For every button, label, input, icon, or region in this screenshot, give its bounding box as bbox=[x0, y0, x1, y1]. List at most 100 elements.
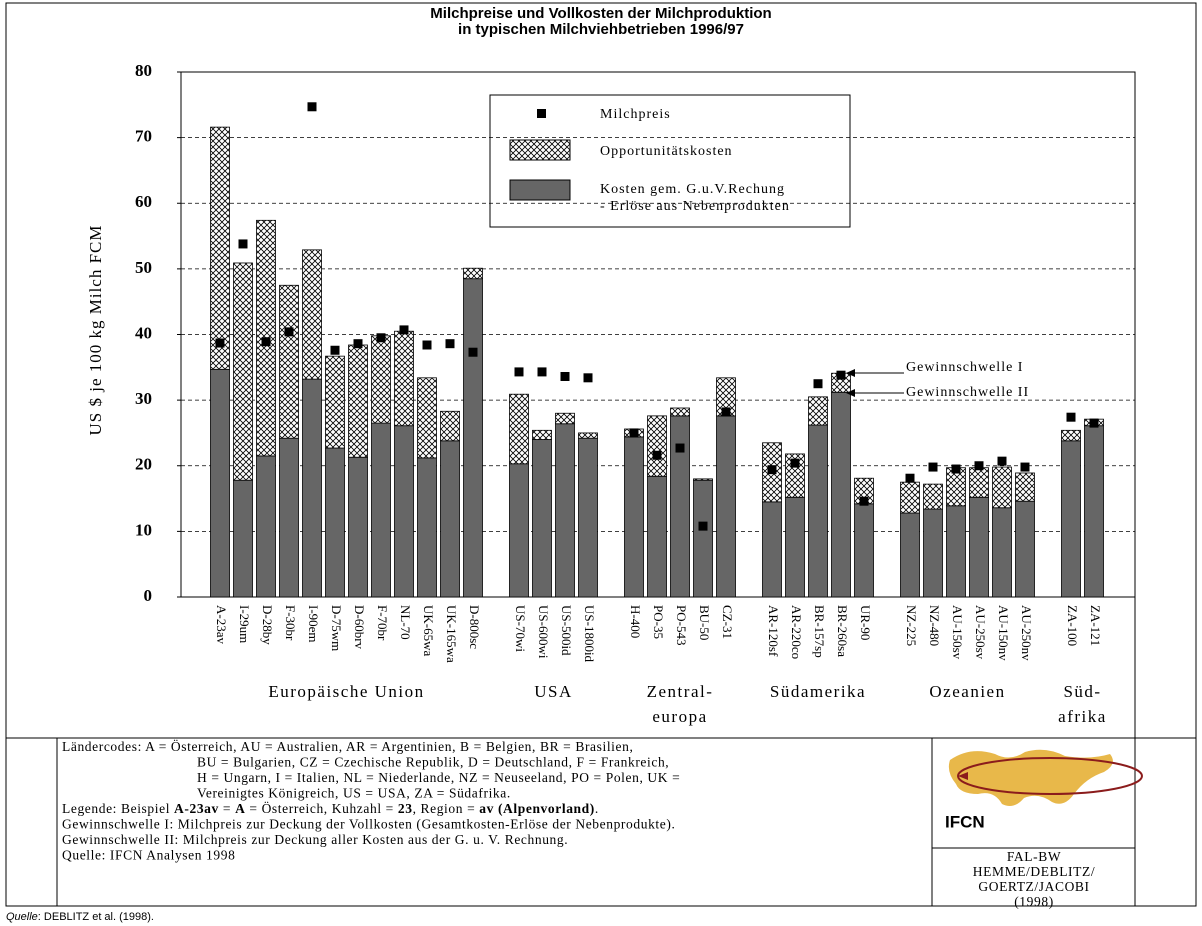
x-tick-label: US-70wi bbox=[513, 605, 528, 652]
group-label: Ozeanien bbox=[929, 682, 1005, 701]
hatch-segment bbox=[302, 249, 322, 380]
arrow-head bbox=[846, 389, 855, 397]
x-tick-label: AU-250nv bbox=[1019, 605, 1034, 661]
price-marker bbox=[445, 339, 455, 349]
x-tick-label: NZ-225 bbox=[904, 605, 919, 646]
group-label: afrika bbox=[1058, 707, 1107, 726]
price-marker bbox=[422, 340, 432, 350]
x-tick-label: D-800sc bbox=[467, 605, 482, 649]
price-marker bbox=[859, 496, 869, 506]
price-marker bbox=[261, 337, 271, 347]
footer-text-part: av (Alpenvorland) bbox=[479, 801, 595, 816]
hatch-segment bbox=[578, 432, 598, 439]
hatch-segment bbox=[693, 478, 713, 481]
group-label: Europäische Union bbox=[268, 682, 424, 701]
x-tick-label: PO-35 bbox=[651, 605, 666, 639]
group-label: europa bbox=[652, 707, 707, 726]
bar-segment bbox=[348, 456, 368, 598]
footer-text-part: A bbox=[235, 801, 245, 816]
arrow-head bbox=[958, 772, 968, 780]
hatch-segment bbox=[463, 267, 483, 280]
legend bbox=[489, 94, 851, 228]
credits: FAL-BW bbox=[1007, 849, 1061, 864]
x-tick-label: F-30br bbox=[283, 605, 298, 641]
y-tick-label: 60 bbox=[135, 192, 152, 211]
x-tick-label: A-23av bbox=[214, 605, 229, 644]
price-marker bbox=[376, 333, 386, 343]
price-marker bbox=[905, 473, 915, 483]
x-tick-label: UR-90 bbox=[858, 605, 873, 640]
x-tick-label: US-500id bbox=[559, 605, 574, 656]
x-tick-label: NL-70 bbox=[398, 605, 413, 640]
price-marker bbox=[1020, 462, 1030, 472]
bar-segment bbox=[624, 436, 644, 598]
price-marker bbox=[1066, 412, 1076, 422]
x-tick-label: AR-220co bbox=[789, 605, 804, 659]
group-label: Südamerika bbox=[770, 682, 866, 701]
bar-segment bbox=[555, 423, 575, 598]
legend-marker bbox=[537, 109, 546, 118]
bar-segment bbox=[325, 447, 345, 598]
credits: (1998) bbox=[1014, 894, 1054, 909]
bar-segment bbox=[578, 437, 598, 598]
bar-segment bbox=[256, 455, 276, 598]
x-tick-label: US-600wi bbox=[536, 605, 551, 659]
footer-text-part: = Österreich, Kuhzahl = bbox=[245, 801, 397, 816]
bar-segment bbox=[1015, 500, 1035, 598]
hatch-segment bbox=[532, 429, 552, 440]
hatch-segment bbox=[325, 355, 345, 449]
bar-segment bbox=[532, 439, 552, 598]
logo: IFCN bbox=[945, 749, 1143, 831]
group-label: Süd- bbox=[1063, 682, 1101, 701]
bar-segment bbox=[371, 422, 391, 598]
source-text: : DEBLITZ et al. (1998). bbox=[38, 911, 154, 923]
hatch-segment bbox=[233, 262, 253, 481]
y-tick-label: 0 bbox=[144, 586, 153, 605]
x-tick-label: F-70br bbox=[375, 605, 390, 641]
price-marker bbox=[629, 428, 639, 438]
bar-segment bbox=[854, 503, 874, 598]
footer-text: Ländercodes: A = Österreich, AU = Austra… bbox=[62, 739, 633, 754]
x-tick-label: AU-150nv bbox=[996, 605, 1011, 661]
y-tick-label: 20 bbox=[135, 455, 152, 474]
price-marker bbox=[928, 462, 938, 472]
price-marker bbox=[836, 370, 846, 380]
x-tick-label: D-75wm bbox=[329, 605, 344, 651]
bar-segment bbox=[808, 424, 828, 598]
y-tick-label: 50 bbox=[135, 258, 152, 277]
price-marker bbox=[537, 367, 547, 377]
price-marker bbox=[675, 443, 685, 453]
hatch-segment bbox=[969, 467, 989, 498]
y-tick-label: 40 bbox=[135, 323, 152, 342]
group-label: USA bbox=[534, 682, 573, 701]
price-marker bbox=[514, 367, 524, 377]
hatch-segment bbox=[394, 330, 414, 427]
price-marker bbox=[330, 345, 340, 355]
bar-segment bbox=[900, 512, 920, 598]
footer-text-part: 23 bbox=[398, 801, 413, 816]
price-marker bbox=[353, 339, 363, 349]
legend-label: Kosten gem. G.u.V.Rechung bbox=[600, 182, 785, 197]
price-marker bbox=[238, 239, 248, 249]
price-marker bbox=[468, 347, 478, 357]
bar-segment bbox=[992, 507, 1012, 598]
bar-segment bbox=[969, 496, 989, 598]
bar-segment bbox=[417, 457, 437, 598]
bar-segment bbox=[762, 501, 782, 598]
bar-segment bbox=[463, 278, 483, 598]
price-marker bbox=[997, 456, 1007, 466]
y-tick-label: 70 bbox=[135, 127, 152, 146]
credits: HEMME/DEBLITZ/ bbox=[973, 864, 1095, 879]
price-marker bbox=[284, 327, 294, 337]
hatch-segment bbox=[279, 284, 299, 439]
price-marker bbox=[399, 325, 409, 335]
bar-segment bbox=[785, 496, 805, 598]
logo-text: IFCN bbox=[945, 812, 985, 831]
x-tick-label: NZ-480 bbox=[927, 605, 942, 646]
y-tick-label: 10 bbox=[135, 520, 152, 539]
footer-text: Legende: Beispiel A-23av = A = Österreic… bbox=[62, 801, 599, 816]
x-tick-label: AU-150sv bbox=[950, 605, 965, 660]
legend-label: Opportunitätskosten bbox=[600, 144, 733, 159]
footer-text-part: Legende: Beispiel bbox=[62, 801, 174, 816]
bar-segment bbox=[647, 475, 667, 598]
